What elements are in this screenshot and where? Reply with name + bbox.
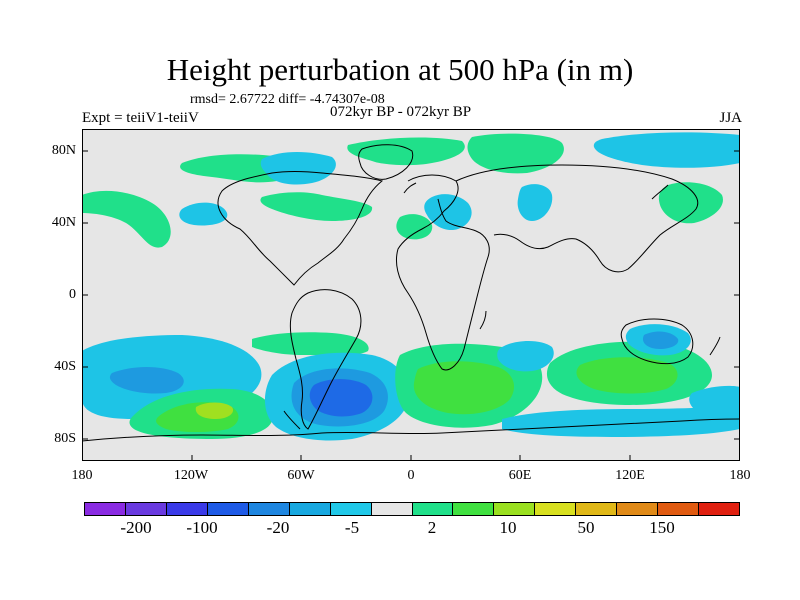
- coast-australia: [620, 318, 694, 365]
- colorbar-swatch: [289, 503, 331, 515]
- colorbar-swatch: [658, 503, 700, 515]
- coast-uk: [403, 182, 417, 194]
- lon-label-180e: 180: [729, 468, 751, 483]
- anomaly-greenland-blue: [260, 152, 336, 185]
- experiment-label: Expt = teiiV1-teiiV: [82, 110, 199, 126]
- lon-label-180w: 180: [71, 468, 93, 483]
- anomaly-south-pacific-yellowgreen: [195, 402, 234, 419]
- coast-greenland: [358, 144, 414, 180]
- anomaly-south-atlantic-deepblue: [309, 379, 373, 417]
- anomaly-atlantic-green: [260, 192, 373, 221]
- coast-south-america: [289, 289, 362, 430]
- colorbar-swatch: [125, 503, 167, 515]
- anomaly-chile-green: [252, 332, 369, 356]
- lat-label-40s: 40S: [54, 359, 76, 374]
- lon-label-120e: 120E: [615, 468, 645, 483]
- colorbar-label: 50: [577, 518, 595, 537]
- coast-antarctica: [82, 418, 740, 442]
- colorbar-swatch: [371, 503, 413, 515]
- colorbar-label: -20: [266, 518, 290, 537]
- anomaly-south-atlantic-brightgreen: [413, 361, 514, 415]
- colorbar-label: 2: [427, 518, 437, 537]
- anomaly-indian-ocean-brightgreen: [576, 357, 678, 394]
- coast-north-america: [217, 171, 384, 286]
- colorbar-label: 10: [499, 518, 517, 537]
- anomaly-central-asia-blue: [424, 194, 472, 231]
- colorbar-swatch: [248, 503, 290, 515]
- colorbar-swatch: [207, 503, 249, 515]
- colorbar-swatch: [330, 503, 372, 515]
- anomaly-australia-midblue: [642, 331, 679, 349]
- colorbar-swatch: [617, 503, 659, 515]
- coast-new-zealand: [709, 336, 721, 356]
- coastlines: [82, 144, 740, 442]
- anomaly-southern-ocean-blue: [502, 405, 740, 437]
- season-label: JJA: [719, 110, 742, 126]
- colorbar-swatch: [412, 503, 454, 515]
- colorbar-swatch: [453, 503, 495, 515]
- colorbar-swatch: [85, 503, 126, 515]
- colorbar-swatch: [494, 503, 536, 515]
- lat-label-0: 0: [69, 287, 76, 302]
- colorbar-swatch: [699, 503, 739, 515]
- coast-madagascar: [479, 310, 487, 330]
- lat-label-80n: 80N: [51, 143, 76, 158]
- anomaly-north-pacific-blue: [179, 202, 228, 226]
- colorbar-swatch: [535, 503, 577, 515]
- colorbar: [84, 502, 740, 516]
- map-title: Height perturbation at 500 hPa (in m): [166, 52, 634, 87]
- lon-label-60w: 60W: [287, 468, 315, 483]
- period-line: 072kyr BP - 072kyr BP: [330, 104, 472, 120]
- colorbar-label: -5: [344, 518, 360, 537]
- anomaly-siberia-green: [467, 133, 564, 174]
- coast-japan: [651, 184, 669, 200]
- lon-label-60e: 60E: [508, 468, 532, 483]
- lon-label-0: 0: [407, 468, 415, 483]
- colorbar-swatch: [166, 503, 208, 515]
- anomaly-south-pacific-midblue: [109, 367, 184, 394]
- colorbar-swatch: [576, 503, 618, 515]
- map-axes: [82, 150, 740, 461]
- coast-europe-africa: [395, 174, 490, 371]
- lat-label-80s: 80S: [54, 431, 76, 446]
- contour-map: [82, 129, 740, 461]
- anomaly-antarctic-blue-east: [689, 385, 740, 420]
- coast-asia: [455, 164, 699, 273]
- anomaly-asia-blue: [517, 184, 553, 221]
- coast-antarctic-peninsula: [283, 410, 301, 430]
- anomaly-greenland-green: [347, 137, 465, 166]
- anomaly-arctic-blue-east: [593, 132, 740, 168]
- anomaly-northeast-pacific-green: [658, 182, 723, 224]
- stats-line: rmsd= 2.67722 diff= -4.74307e-08: [190, 92, 385, 107]
- colorbar-label: -200: [120, 518, 152, 537]
- anomaly-north-pacific-green-2: [82, 190, 171, 248]
- colorbar-label: -100: [186, 518, 218, 537]
- lat-label-40n: 40N: [51, 215, 76, 230]
- anomaly-indian-ocean-blue: [497, 341, 554, 372]
- anomaly-mideast-green: [396, 214, 433, 240]
- lon-label-120w: 120W: [173, 468, 209, 483]
- colorbar-label: 150: [649, 518, 675, 537]
